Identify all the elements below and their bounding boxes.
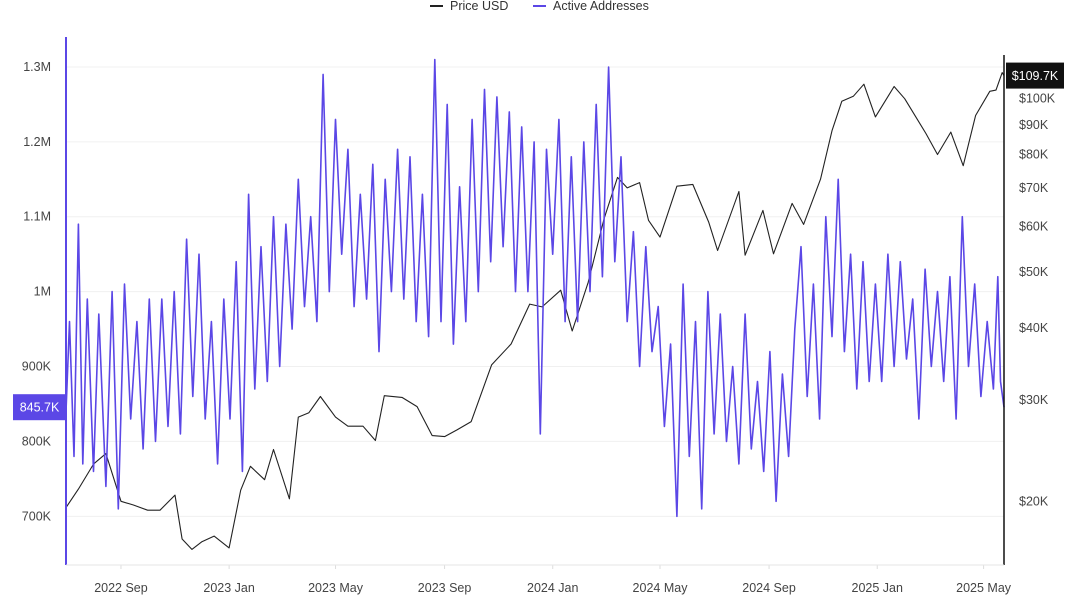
- x-tick-label: 2024 Jan: [527, 581, 578, 595]
- left-tick-label: 900K: [22, 360, 52, 374]
- tick-labels: 700K 800K 900K 1M 1.1M 1.2M 1.3M $20K $30K $40K $5…: [22, 60, 1056, 595]
- left-tick-label: 1.2M: [23, 135, 51, 149]
- right-tick-label: $80K: [1019, 148, 1049, 162]
- value-badges: 845.7K $109.7K: [13, 62, 1064, 421]
- x-tick-label: 2025 Jan: [852, 581, 903, 595]
- left-tick-label: 1.3M: [23, 60, 51, 74]
- x-tick-label: 2025 May: [956, 581, 1012, 595]
- x-tick-label: 2023 Sep: [418, 581, 472, 595]
- right-tick-label: $90K: [1019, 118, 1049, 132]
- right-tick-label: $40K: [1019, 321, 1049, 335]
- x-tick-label: 2024 May: [633, 581, 689, 595]
- x-tick-label: 2023 Jan: [203, 581, 254, 595]
- left-current-badge: [13, 394, 66, 421]
- right-tick-label: $20K: [1019, 494, 1049, 508]
- x-tick-label: 2022 Sep: [94, 581, 148, 595]
- right-tick-label: $100K: [1019, 92, 1056, 106]
- right-tick-label: $60K: [1019, 219, 1049, 233]
- left-tick-label: 700K: [22, 509, 52, 523]
- left-tick-label: 800K: [22, 434, 52, 448]
- x-tick-label: 2023 May: [308, 581, 364, 595]
- right-current-value: $109.7K: [1012, 69, 1059, 83]
- legend-label-active-addresses: Active Addresses: [553, 0, 649, 13]
- legend-label-price-usd: Price USD: [450, 0, 508, 13]
- gridlines: [66, 66, 1004, 569]
- series-line-price-usd: [65, 72, 1005, 550]
- x-tick-label: 2024 Sep: [742, 581, 796, 595]
- axes: [65, 37, 1005, 566]
- series-line-active-addresses: [65, 58, 1005, 518]
- legend: Price USD Active Addresses: [430, 0, 649, 13]
- right-tick-label: $50K: [1019, 265, 1049, 279]
- plot-area: [65, 58, 1005, 550]
- right-current-badge: [1006, 62, 1064, 89]
- right-tick-label: $30K: [1019, 393, 1049, 407]
- left-tick-label: 1.1M: [23, 210, 51, 224]
- left-tick-label: 1M: [34, 285, 51, 299]
- right-tick-label: $70K: [1019, 181, 1049, 195]
- left-current-value: 845.7K: [20, 401, 60, 415]
